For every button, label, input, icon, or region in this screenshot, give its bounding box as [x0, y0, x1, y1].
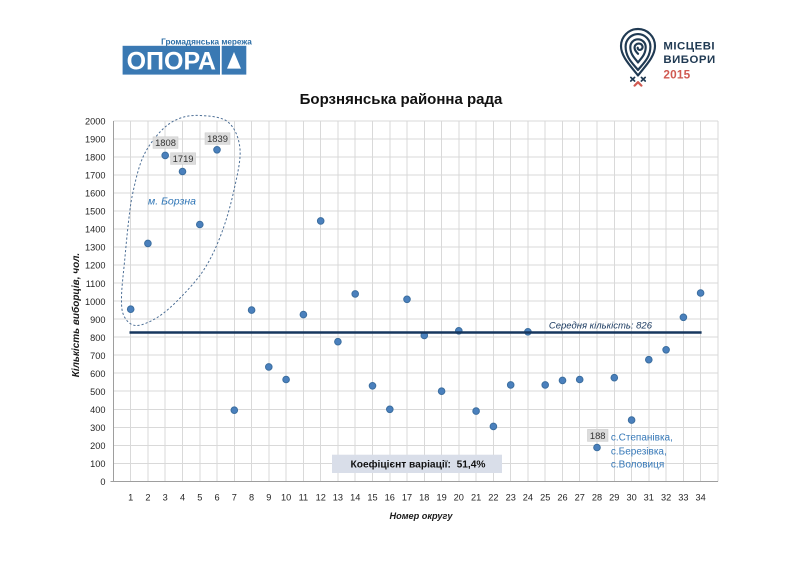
- svg-text:29: 29: [609, 493, 619, 503]
- svg-text:с.Березівка,: с.Березівка,: [611, 446, 667, 457]
- svg-text:1600: 1600: [85, 189, 105, 199]
- svg-text:1800: 1800: [85, 153, 105, 163]
- svg-text:34: 34: [695, 493, 705, 503]
- svg-text:900: 900: [90, 315, 105, 325]
- svg-text:12: 12: [316, 493, 326, 503]
- svg-text:500: 500: [90, 387, 105, 397]
- svg-text:300: 300: [90, 423, 105, 433]
- svg-text:6: 6: [214, 493, 219, 503]
- svg-text:с.Степанівка,: с.Степанівка,: [611, 432, 673, 443]
- svg-text:8: 8: [249, 493, 254, 503]
- svg-text:7: 7: [232, 493, 237, 503]
- svg-text:1: 1: [128, 493, 133, 503]
- svg-text:11: 11: [299, 493, 309, 503]
- svg-text:200: 200: [90, 441, 105, 451]
- svg-text:30: 30: [626, 493, 636, 503]
- svg-text:23: 23: [506, 493, 516, 503]
- svg-text:3: 3: [163, 493, 168, 503]
- svg-text:1700: 1700: [85, 171, 105, 181]
- svg-text:15: 15: [367, 493, 377, 503]
- svg-text:2: 2: [145, 493, 150, 503]
- svg-text:13: 13: [333, 493, 343, 503]
- svg-text:31: 31: [644, 493, 654, 503]
- svg-text:700: 700: [90, 351, 105, 361]
- svg-text:18: 18: [419, 493, 429, 503]
- svg-text:Борзнянська районна рада: Борзнянська районна рада: [300, 91, 503, 108]
- svg-text:Кількість виборців, чол.: Кількість виборців, чол.: [70, 253, 82, 377]
- svg-text:Середня кількість: 826: Середня кількість: 826: [549, 320, 653, 331]
- svg-text:33: 33: [678, 493, 688, 503]
- svg-text:МІСЦЕВІ: МІСЦЕВІ: [663, 40, 715, 52]
- svg-text:1300: 1300: [85, 243, 105, 253]
- svg-text:20: 20: [454, 493, 464, 503]
- svg-text:5: 5: [197, 493, 202, 503]
- svg-text:17: 17: [402, 493, 412, 503]
- svg-text:32: 32: [661, 493, 671, 503]
- svg-text:1500: 1500: [85, 207, 105, 217]
- svg-text:26: 26: [557, 493, 567, 503]
- svg-text:9: 9: [266, 493, 271, 503]
- svg-text:1100: 1100: [86, 279, 106, 289]
- svg-text:ОПОРА: ОПОРА: [127, 47, 216, 75]
- svg-text:100: 100: [90, 459, 105, 469]
- svg-text:400: 400: [90, 405, 105, 415]
- svg-text:2015: 2015: [663, 68, 690, 82]
- svg-text:800: 800: [90, 333, 105, 343]
- svg-text:Громадянська мережа: Громадянська мережа: [161, 37, 252, 46]
- svg-text:0: 0: [100, 477, 105, 487]
- svg-text:21: 21: [471, 493, 481, 503]
- svg-text:24: 24: [523, 493, 533, 503]
- svg-text:1000: 1000: [85, 297, 105, 307]
- svg-text:1808: 1808: [155, 137, 176, 148]
- svg-text:4: 4: [180, 493, 185, 503]
- svg-text:Коефіцієнт варіації: 51,4%: Коефіцієнт варіації: 51,4%: [351, 459, 486, 471]
- svg-text:1719: 1719: [173, 153, 194, 164]
- svg-text:600: 600: [90, 369, 105, 379]
- svg-text:с.Воловиця: с.Воловиця: [611, 459, 664, 470]
- svg-text:м. Борзна: м. Борзна: [148, 196, 196, 208]
- svg-text:22: 22: [488, 493, 498, 503]
- svg-text:28: 28: [592, 493, 602, 503]
- svg-text:1900: 1900: [85, 135, 105, 145]
- svg-text:25: 25: [540, 493, 550, 503]
- svg-text:2000: 2000: [85, 117, 105, 127]
- svg-text:Номер округу: Номер округу: [389, 511, 453, 521]
- svg-text:1400: 1400: [85, 225, 105, 235]
- svg-text:188: 188: [590, 430, 606, 441]
- svg-text:27: 27: [575, 493, 585, 503]
- svg-text:1200: 1200: [85, 261, 105, 271]
- svg-text:14: 14: [350, 493, 360, 503]
- svg-text:19: 19: [436, 493, 446, 503]
- svg-text:10: 10: [281, 493, 291, 503]
- svg-text:16: 16: [385, 493, 395, 503]
- svg-text:1839: 1839: [207, 133, 228, 144]
- svg-text:ВИБОРИ: ВИБОРИ: [663, 54, 715, 66]
